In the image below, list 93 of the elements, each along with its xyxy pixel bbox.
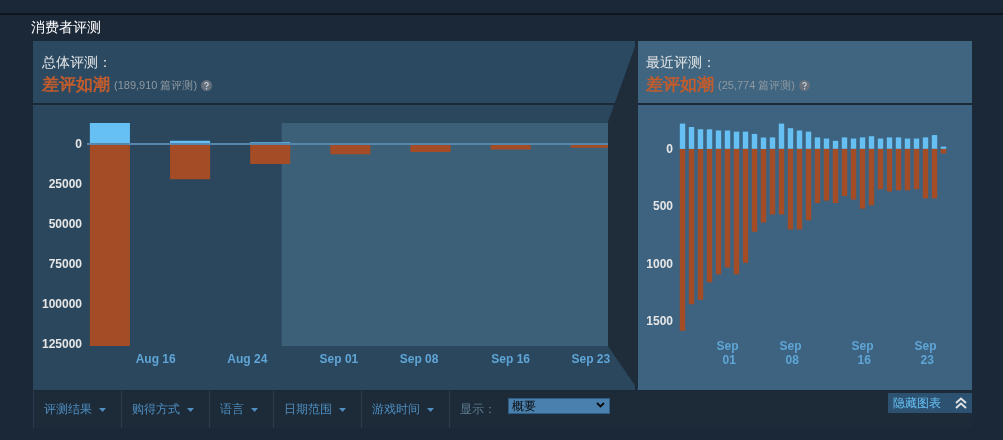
text: 显示： <box>449 391 511 428</box>
bar <box>697 129 704 149</box>
bar <box>886 148 893 192</box>
bar <box>89 143 130 346</box>
dropdown-button: 语言 <box>209 391 273 428</box>
bar <box>715 148 722 275</box>
bar <box>868 136 875 149</box>
bar <box>787 128 794 149</box>
bar <box>877 148 884 190</box>
chart-subtitle: 差评如潮 <box>646 74 714 96</box>
bar <box>904 148 911 191</box>
bar <box>751 148 758 232</box>
y-tick-label: 100000 <box>41 297 83 312</box>
bar <box>697 148 704 300</box>
y-tick-label: 1500 <box>646 314 674 329</box>
bar <box>922 148 929 199</box>
bar <box>931 148 938 199</box>
bar <box>688 148 695 305</box>
bar <box>931 135 938 149</box>
bar <box>895 137 902 149</box>
bar <box>841 137 848 149</box>
y-tick-label: 1000 <box>646 256 674 271</box>
bar <box>832 140 839 149</box>
bar <box>733 148 740 275</box>
y-tick-label: 25000 <box>48 176 83 191</box>
x-tick-label: Sep 01 <box>319 352 359 366</box>
bar <box>805 131 812 149</box>
bar <box>715 130 722 149</box>
bar <box>330 143 371 155</box>
text: (25,774 篇评测) <box>718 78 796 92</box>
hide-chart-button: 隐藏图表 <box>888 393 972 413</box>
dropdown-button: 日期范围 <box>273 391 361 428</box>
bar <box>751 133 758 149</box>
bar <box>886 137 893 149</box>
select-field: 概要 <box>508 398 610 414</box>
x-tick-label: Sep 08 <box>779 339 802 367</box>
y-tick-label: 75000 <box>48 257 83 272</box>
bar <box>814 148 821 203</box>
bar <box>706 148 713 283</box>
y-tick-label: 500 <box>652 199 674 214</box>
dropdown-button: 购得方式 <box>121 391 209 428</box>
y-tick-label: 50000 <box>48 217 83 232</box>
dropdown-button: 评测结果 <box>33 391 121 428</box>
bar <box>724 130 731 149</box>
bar <box>679 148 686 331</box>
bar <box>796 148 803 230</box>
bar <box>859 137 866 149</box>
bar <box>805 148 812 221</box>
bar <box>841 148 848 197</box>
x-tick-label: Aug 16 <box>135 352 177 366</box>
chart-title: 总体评测： <box>42 53 112 71</box>
bar <box>796 130 803 149</box>
text: 消费者评测 <box>31 18 101 36</box>
bar <box>823 148 830 201</box>
chart-subtitle: 差评如潮 <box>42 74 110 96</box>
x-tick-label: Sep 16 <box>491 352 531 366</box>
bar <box>769 137 776 149</box>
bar <box>895 148 902 191</box>
x-tick-label: Sep 01 <box>716 339 739 367</box>
chart-title: 最近评测： <box>646 53 716 71</box>
bar <box>170 143 211 180</box>
bar <box>778 123 785 149</box>
bar <box>679 123 686 149</box>
bar <box>742 148 749 263</box>
bar <box>868 148 875 206</box>
bar <box>787 148 794 230</box>
bar <box>742 131 749 149</box>
y-tick-label: 0 <box>75 136 83 151</box>
bar <box>706 129 713 149</box>
x-tick-label: Sep 16 <box>851 339 874 367</box>
y-tick-label: 125000 <box>41 337 83 352</box>
text: (189,910 篇评测) <box>114 78 198 92</box>
x-tick-label: Aug 24 <box>227 352 268 366</box>
bar <box>832 148 839 203</box>
bar <box>778 148 785 215</box>
bar <box>760 137 767 149</box>
bar <box>922 137 929 149</box>
bar <box>769 148 776 215</box>
bar <box>913 148 920 190</box>
x-tick-label: Sep 08 <box>399 352 439 366</box>
bar <box>733 131 740 149</box>
bar <box>859 148 866 209</box>
y-tick-label: 0 <box>666 141 674 156</box>
bar <box>688 127 695 149</box>
dropdown-button: 游戏时间 <box>361 391 449 428</box>
x-tick-label: Sep 23 <box>914 339 937 367</box>
bar <box>89 123 130 144</box>
bar <box>760 148 767 223</box>
bar <box>724 148 731 268</box>
bar <box>250 143 291 164</box>
bar <box>850 148 857 200</box>
bar <box>814 137 821 149</box>
x-tick-label: Sep 23 <box>571 352 611 366</box>
